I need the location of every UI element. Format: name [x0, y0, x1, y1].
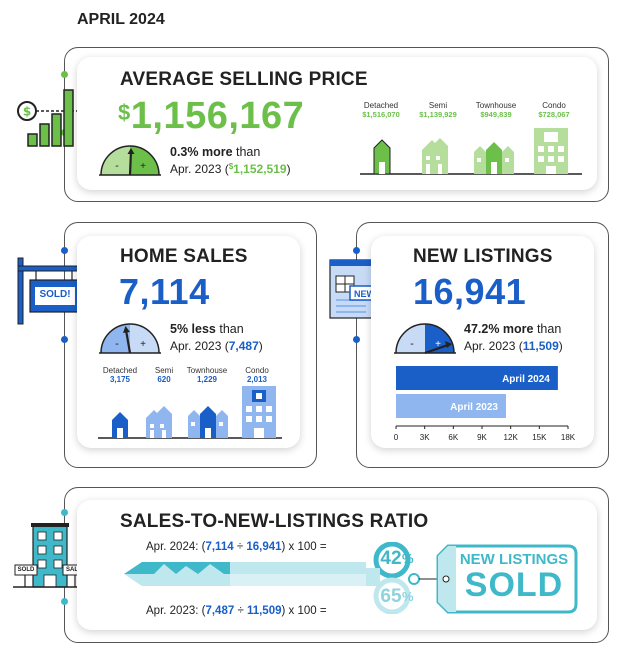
type-label: Townhouse [186, 366, 228, 375]
sales-type-detached: Detached 3,175 [98, 366, 142, 384]
type-value: 1,229 [196, 375, 218, 384]
price-type-condo: Condo $728,067 [530, 101, 578, 119]
listing-paper-icon [329, 259, 383, 319]
connector-dot [61, 598, 68, 605]
price-number: 1,156,167 [130, 95, 305, 137]
ratio-equation-2024: Apr. 2024: (7,114 ÷ 16,941) x 100 = [146, 541, 327, 553]
avg-price-title: AVERAGE SELLING PRICE [120, 69, 368, 90]
ratio-title: SALES-TO-NEW-LISTINGS RATIO [120, 511, 429, 532]
tag-line-2: SOLD [464, 566, 564, 604]
x-tick-label: 6K [448, 433, 458, 442]
sale-sign-text: SALE [65, 567, 82, 573]
green-houses-icon [360, 128, 582, 175]
sold-sign-icon [17, 257, 83, 325]
avg-price-compare: Apr. 2023 ($1,152,519) [170, 162, 291, 176]
ratio-2024-value: 42 [380, 548, 402, 569]
connector-dot [61, 336, 68, 343]
blue-houses-icon [98, 386, 282, 439]
sold-sign-text: SOLD! [39, 289, 71, 300]
svg-text:$: $ [23, 105, 31, 119]
new-listings-title: NEW LISTINGS [413, 246, 553, 267]
x-tick-label: 0 [394, 433, 399, 442]
bar-label-0: April 2024 [502, 374, 550, 385]
bar-1 [396, 394, 506, 418]
x-tick-label: 9K [477, 433, 487, 442]
new-listings-value: 16,941 [413, 271, 527, 312]
price-type-semi: Semi $1,139,929 [413, 101, 463, 119]
building-icon [13, 523, 87, 588]
svg-text:-: - [410, 338, 414, 350]
ratio-2023-pct: % [402, 589, 414, 604]
svg-text:-: - [115, 338, 119, 350]
type-label: Semi [428, 101, 448, 110]
type-value: $1,516,070 [362, 110, 400, 119]
key-icon [124, 542, 578, 614]
ratio-equation-2023: Apr. 2023: (7,487 ÷ 11,509) x 100 = [146, 605, 327, 617]
home-sales-title: HOME SALES [120, 246, 248, 267]
sales-type-semi: Semi 620 [145, 366, 183, 384]
connector-dot [353, 247, 360, 254]
gauge-icon: - + [99, 145, 161, 176]
x-tick-label: 18K [561, 433, 576, 442]
type-label: Detached [102, 366, 138, 375]
report-date: APRIL 2024 [77, 11, 165, 28]
new-listings-compare: Apr. 2023 (11,509) [464, 339, 563, 353]
bar-label-1: April 2023 [450, 402, 498, 413]
svg-text:+: + [140, 339, 146, 350]
type-label: Condo [542, 101, 566, 110]
tag-line-1: NEW LISTINGS [459, 551, 569, 568]
ratio-2023-value: 65 [380, 586, 402, 607]
listings-bar-chart: April 2024 April 2023 0 3K 6K 9K 12K 15K 18K [394, 366, 576, 442]
sold-sign-text: SOLD [17, 567, 35, 573]
home-sales-value: 7,114 [119, 271, 210, 312]
avg-price-value: $1,156,167 [118, 95, 304, 138]
type-value: 2,013 [246, 375, 268, 384]
home-sales-change: 5% less than [170, 322, 244, 336]
type-value: $728,067 [538, 110, 570, 119]
ratio-2024-pct: % [402, 551, 414, 566]
x-tick-label: 3K [420, 433, 430, 442]
svg-text:+: + [435, 339, 441, 350]
svg-text:-: - [115, 160, 119, 172]
avg-price-change: 0.3% more than [170, 145, 261, 159]
sales-type-townhouse: Townhouse 1,229 [181, 366, 233, 384]
type-value: $949,839 [480, 110, 512, 119]
x-tick-label: 12K [504, 433, 519, 442]
type-label: Condo [245, 366, 269, 375]
currency-symbol: $ [118, 100, 131, 125]
gauge-icon: - + [394, 323, 456, 355]
connector-dot [353, 336, 360, 343]
svg-text:+: + [140, 161, 146, 172]
connector-dot [61, 509, 68, 516]
type-value: 3,175 [109, 375, 131, 384]
connector-dot [61, 71, 68, 78]
bar-0 [396, 366, 558, 390]
connector-dot [61, 247, 68, 254]
price-type-townhouse: Townhouse $949,839 [468, 101, 524, 119]
price-type-detached: Detached $1,516,070 [358, 101, 404, 119]
home-sales-frame [64, 222, 317, 468]
type-value: $1,139,929 [419, 110, 457, 119]
type-value: 620 [157, 375, 171, 384]
gauge-icon: - + [99, 323, 161, 354]
x-tick-label: 15K [532, 433, 547, 442]
type-label: Semi [154, 366, 174, 375]
home-sales-compare: Apr. 2023 (7,487) [170, 339, 263, 353]
new-listings-frame [356, 222, 609, 468]
sales-type-condo: Condo 2,013 [235, 366, 279, 384]
new-badge-text: NEW! [354, 289, 378, 299]
new-listings-change: 47.2% more than [464, 322, 562, 336]
type-label: Detached [363, 101, 399, 110]
type-label: Townhouse [475, 101, 517, 110]
